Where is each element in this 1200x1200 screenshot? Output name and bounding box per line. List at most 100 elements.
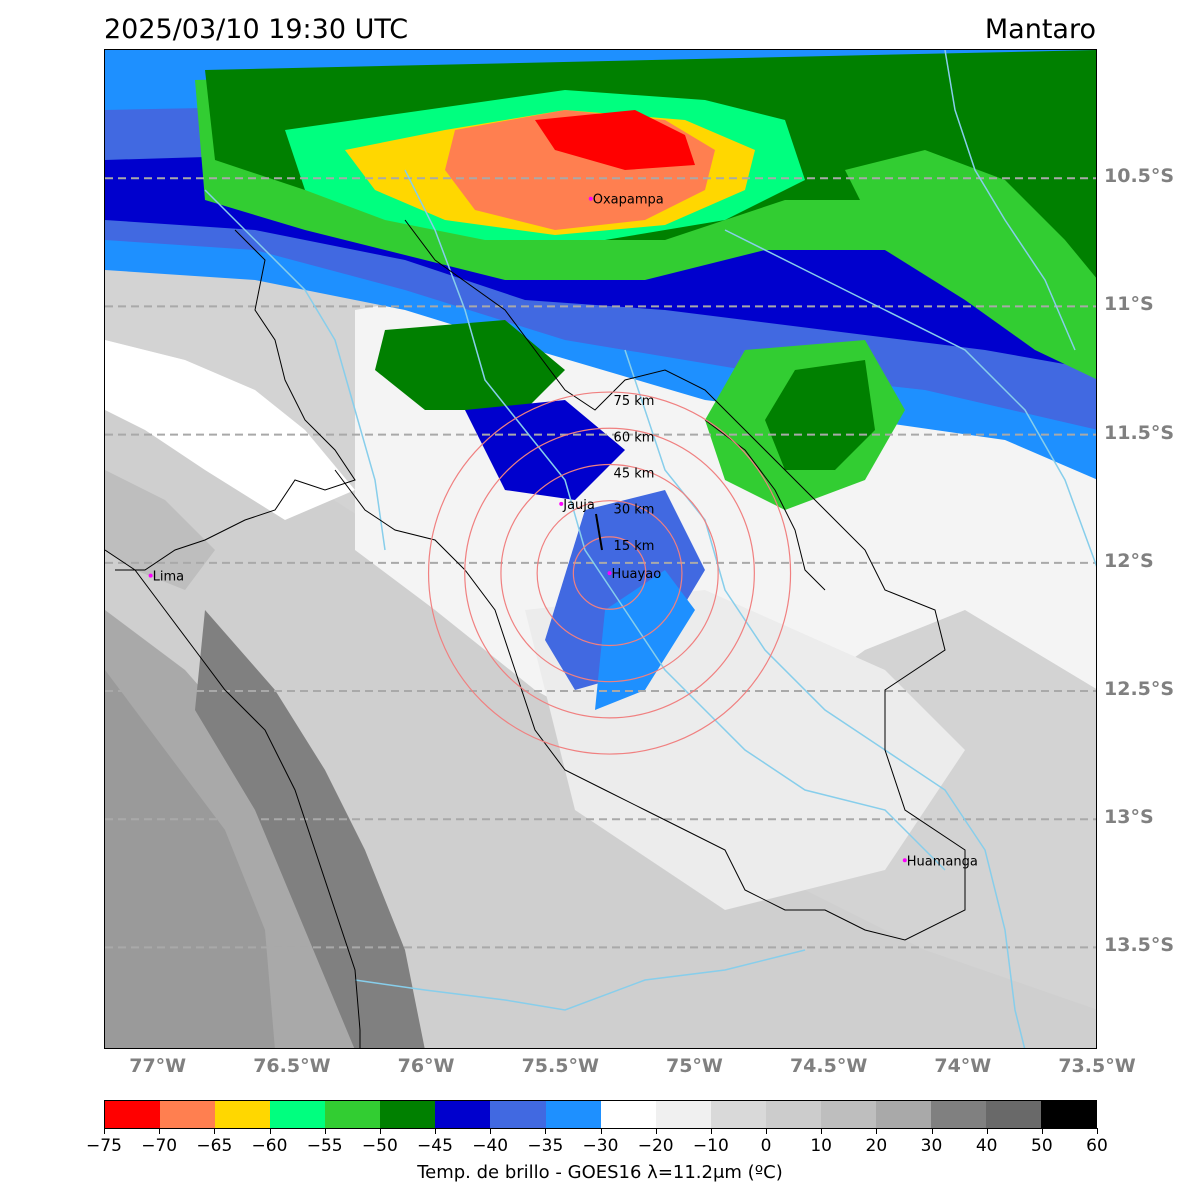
colorbar-swatch bbox=[930, 1101, 986, 1128]
range-rings bbox=[427, 391, 792, 755]
city-marker bbox=[902, 858, 907, 863]
colorbar-tickmark bbox=[545, 1128, 547, 1134]
lat-label: 13.5°S bbox=[1104, 934, 1175, 957]
colorbar-tick-label: −40 bbox=[472, 1136, 509, 1156]
colorbar-tickmark bbox=[766, 1128, 767, 1134]
range-ring bbox=[500, 463, 719, 683]
lon-label: 77°W bbox=[129, 1055, 187, 1077]
datetime-title: 2025/03/10 19:30 UTC bbox=[104, 14, 409, 45]
colorbar-tick-label: −30 bbox=[582, 1136, 619, 1156]
colorbar-tickmark bbox=[435, 1128, 436, 1134]
lon-label: 76.5°W bbox=[253, 1055, 331, 1077]
map-canvas: 15 km 30 km 45 km 60 km 75 km Oxapampa Jauja L… bbox=[105, 50, 1096, 1048]
colorbar-swatch bbox=[545, 1101, 601, 1128]
colorbar-swatch bbox=[986, 1101, 1042, 1128]
colorbar-swatch bbox=[1041, 1101, 1097, 1128]
colorbar-tickmark bbox=[269, 1128, 271, 1134]
lon-label: 76°W bbox=[397, 1055, 455, 1077]
colorbar bbox=[104, 1100, 1097, 1129]
range-ring-label: 15 km bbox=[614, 539, 655, 554]
colorbar-tickmark bbox=[159, 1128, 161, 1134]
graticule bbox=[105, 177, 1096, 949]
lon-label: 75°W bbox=[665, 1055, 723, 1077]
colorbar-swatch bbox=[710, 1101, 766, 1128]
range-ring-label: 60 km bbox=[614, 430, 655, 445]
city-marker bbox=[559, 501, 564, 506]
boundaries bbox=[105, 219, 966, 1048]
lon-label: 73.5°W bbox=[1058, 1055, 1136, 1077]
colorbar-tickmark bbox=[379, 1128, 381, 1134]
colorbar-tick-label: 60 bbox=[1086, 1136, 1108, 1156]
colorbar-tick-label: 30 bbox=[920, 1136, 943, 1156]
lat-label: 10.5°S bbox=[1104, 165, 1175, 188]
colorbar-swatch bbox=[105, 1101, 161, 1128]
colorbar-swatch bbox=[600, 1101, 656, 1128]
colorbar-tickmark bbox=[876, 1128, 878, 1134]
colorbar-tickmark bbox=[710, 1128, 712, 1134]
range-ring-label: 30 km bbox=[614, 503, 655, 518]
colorbar-tick-label: −10 bbox=[692, 1136, 729, 1156]
range-ring bbox=[427, 391, 792, 755]
colorbar-tick-label: −35 bbox=[527, 1136, 564, 1156]
city-marker bbox=[607, 571, 612, 576]
colorbar-tickmark bbox=[821, 1128, 823, 1134]
lat-label: 13°S bbox=[1104, 806, 1154, 829]
range-ring bbox=[572, 536, 647, 610]
colorbar-swatch bbox=[765, 1101, 821, 1128]
colorbar-swatch bbox=[270, 1101, 326, 1128]
city-label: Huamanga bbox=[907, 854, 978, 869]
colorbar-tick-label: −55 bbox=[306, 1136, 343, 1156]
lat-label: 11°S bbox=[1104, 293, 1154, 316]
lat-label: 12.5°S bbox=[1104, 678, 1175, 701]
colorbar-tick-label: 40 bbox=[975, 1136, 998, 1156]
colorbar-tick-label: −20 bbox=[637, 1136, 674, 1156]
city-label: Oxapampa bbox=[593, 193, 664, 208]
lat-label: 12°S bbox=[1104, 549, 1154, 572]
colorbar-tick-label: −60 bbox=[251, 1136, 288, 1156]
colorbar-tick-label: 50 bbox=[1031, 1136, 1053, 1156]
colorbar-tickmark bbox=[490, 1128, 492, 1134]
colorbar-swatch bbox=[215, 1101, 271, 1128]
range-ring-labels: 15 km 30 km 45 km 60 km 75 km bbox=[614, 394, 655, 554]
colorbar-swatch bbox=[325, 1101, 381, 1128]
colorbar-tick-label: 0 bbox=[760, 1136, 772, 1156]
colorbar-swatch bbox=[435, 1101, 491, 1128]
colorbar-tickmark bbox=[1097, 1128, 1098, 1134]
lon-label: 74°W bbox=[934, 1055, 992, 1077]
colorbar-label: Temp. de brillo - GOES16 λ=11.2μm (ºC) bbox=[417, 1162, 783, 1183]
colorbar-tick-label: 20 bbox=[865, 1136, 888, 1156]
colorbar-tick-label: −70 bbox=[141, 1136, 178, 1156]
colorbar-tickmark bbox=[214, 1128, 216, 1134]
colorbar-tickmark bbox=[655, 1128, 657, 1134]
city-label: Lima bbox=[153, 570, 184, 585]
lon-label: 74.5°W bbox=[789, 1055, 868, 1077]
range-ring bbox=[536, 500, 683, 647]
colorbar-swatch bbox=[820, 1101, 876, 1128]
colorbar-tickmark bbox=[324, 1128, 326, 1134]
lon-label: 75.5°W bbox=[521, 1055, 599, 1077]
city-marker bbox=[148, 573, 153, 578]
colorbar-swatch bbox=[160, 1101, 216, 1128]
region-title: Mantaro bbox=[984, 14, 1096, 45]
city-marker bbox=[588, 196, 593, 201]
range-ring-label: 75 km bbox=[614, 394, 655, 409]
range-ring bbox=[464, 427, 755, 719]
colorbar-tickmark bbox=[986, 1128, 988, 1134]
colorbar-swatch bbox=[875, 1101, 931, 1128]
station-marker-line bbox=[595, 513, 603, 551]
colorbar-swatch bbox=[490, 1101, 546, 1128]
lat-label: 11.5°S bbox=[1104, 421, 1175, 444]
city-label: Jauja bbox=[562, 498, 595, 513]
cloud-field bbox=[105, 50, 1096, 1048]
colorbar-tickmark bbox=[1041, 1128, 1043, 1134]
colorbar-tick-label: −45 bbox=[417, 1136, 453, 1156]
colorbar-tickmark bbox=[931, 1128, 933, 1134]
rivers bbox=[204, 50, 1096, 1048]
satellite-map[interactable]: 15 km 30 km 45 km 60 km 75 km Oxapampa Jauja L… bbox=[104, 49, 1097, 1049]
colorbar-tick-label: −65 bbox=[196, 1136, 233, 1156]
colorbar-swatch bbox=[380, 1101, 436, 1128]
city-label: Huayao bbox=[612, 567, 662, 582]
colorbar-swatch bbox=[655, 1101, 711, 1128]
colorbar-tick-label: −75 bbox=[86, 1136, 122, 1156]
colorbar-tick-label: −50 bbox=[361, 1136, 398, 1156]
